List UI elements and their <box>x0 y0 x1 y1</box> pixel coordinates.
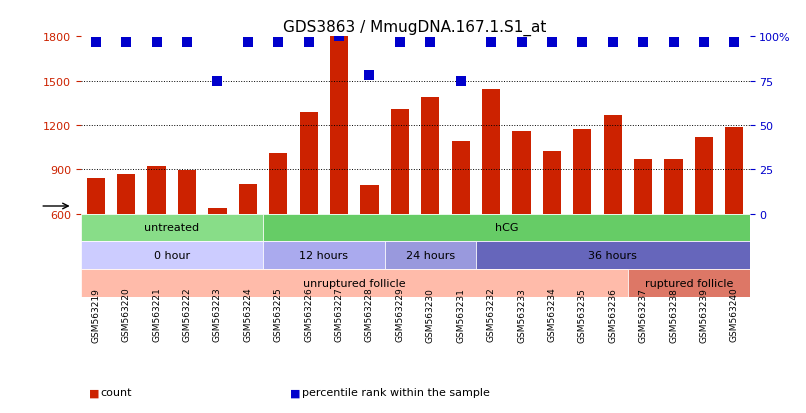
Bar <box>300 112 318 214</box>
Bar <box>269 154 288 214</box>
Text: GSM563224: GSM563224 <box>243 287 252 342</box>
FancyBboxPatch shape <box>81 214 263 242</box>
Text: GSM563229: GSM563229 <box>396 287 405 342</box>
Title: GDS3863 / MmugDNA.167.1.S1_at: GDS3863 / MmugDNA.167.1.S1_at <box>284 20 546 36</box>
Text: untreated: untreated <box>144 223 199 233</box>
Text: 24 hours: 24 hours <box>405 251 455 261</box>
Point <box>302 39 315 46</box>
Text: GSM563226: GSM563226 <box>304 287 314 342</box>
Point <box>455 78 467 85</box>
Point <box>637 39 650 46</box>
Text: GSM563236: GSM563236 <box>609 287 617 342</box>
Text: 0 hour: 0 hour <box>154 251 190 261</box>
Text: GSM563219: GSM563219 <box>91 287 100 342</box>
Text: ■: ■ <box>290 387 301 397</box>
Text: unruptured follicle: unruptured follicle <box>303 278 405 288</box>
FancyBboxPatch shape <box>81 242 263 270</box>
Bar <box>451 142 470 214</box>
Point <box>89 39 102 46</box>
Point <box>546 39 559 46</box>
Point <box>363 73 376 79</box>
Text: GSM563220: GSM563220 <box>122 287 131 342</box>
Point <box>211 78 224 85</box>
Text: ruptured follicle: ruptured follicle <box>645 278 733 288</box>
Bar <box>604 115 622 214</box>
Text: GSM563231: GSM563231 <box>456 287 465 342</box>
Text: hCG: hCG <box>495 223 518 233</box>
Text: GSM563234: GSM563234 <box>547 287 556 342</box>
Bar <box>117 174 135 214</box>
Bar <box>695 138 713 214</box>
Bar <box>330 34 348 214</box>
Point <box>728 39 741 46</box>
Bar <box>239 185 257 214</box>
Point <box>242 39 255 46</box>
Bar <box>208 208 226 214</box>
Point <box>333 34 346 40</box>
Point <box>515 39 528 46</box>
Point <box>575 39 588 46</box>
Text: GSM563223: GSM563223 <box>213 287 222 342</box>
Text: 12 hours: 12 hours <box>299 251 348 261</box>
Point <box>120 39 133 46</box>
Text: GSM563222: GSM563222 <box>182 287 192 342</box>
Text: GSM563227: GSM563227 <box>334 287 343 342</box>
Bar <box>664 159 683 214</box>
Text: GSM563240: GSM563240 <box>730 287 739 342</box>
Bar <box>360 186 379 214</box>
FancyBboxPatch shape <box>263 214 750 242</box>
Point <box>484 39 497 46</box>
Point <box>272 39 285 46</box>
Text: GSM563238: GSM563238 <box>669 287 678 342</box>
Point <box>181 39 193 46</box>
FancyBboxPatch shape <box>628 270 750 297</box>
Text: GSM563239: GSM563239 <box>700 287 708 342</box>
Bar <box>725 128 743 214</box>
Text: GSM563235: GSM563235 <box>578 287 587 342</box>
Text: percentile rank within the sample: percentile rank within the sample <box>302 387 490 397</box>
Text: GSM563233: GSM563233 <box>517 287 526 342</box>
Bar <box>178 171 196 214</box>
Text: GSM563230: GSM563230 <box>426 287 434 342</box>
Point <box>697 39 710 46</box>
FancyBboxPatch shape <box>384 242 476 270</box>
Bar <box>513 131 530 214</box>
Bar <box>87 179 105 214</box>
Text: GSM563228: GSM563228 <box>365 287 374 342</box>
Bar <box>573 130 592 214</box>
Bar <box>391 109 409 214</box>
FancyBboxPatch shape <box>263 242 384 270</box>
Text: GSM563225: GSM563225 <box>274 287 283 342</box>
Text: GSM563221: GSM563221 <box>152 287 161 342</box>
Text: GSM563237: GSM563237 <box>638 287 648 342</box>
Bar <box>634 159 652 214</box>
Point <box>667 39 680 46</box>
Bar <box>482 90 501 214</box>
Point <box>424 39 437 46</box>
Text: 36 hours: 36 hours <box>588 251 638 261</box>
FancyBboxPatch shape <box>476 242 750 270</box>
Text: ■: ■ <box>89 387 99 397</box>
Point <box>150 39 163 46</box>
Bar <box>422 97 439 214</box>
Point <box>606 39 619 46</box>
Text: count: count <box>101 387 132 397</box>
Bar <box>147 167 166 214</box>
Text: GSM563232: GSM563232 <box>487 287 496 342</box>
FancyBboxPatch shape <box>81 270 628 297</box>
Bar <box>542 152 561 214</box>
Point <box>393 39 406 46</box>
